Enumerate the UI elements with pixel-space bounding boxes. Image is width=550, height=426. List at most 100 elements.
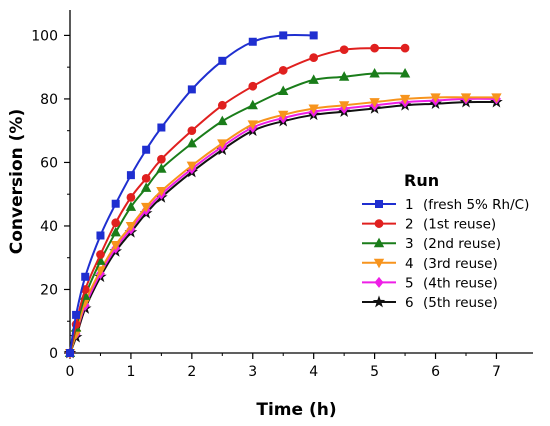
x-tick-label: 4: [309, 364, 318, 380]
legend-label: 2: [405, 217, 414, 233]
data-point: [96, 250, 105, 259]
data-point: [278, 110, 289, 121]
data-point: [247, 99, 258, 110]
series-line: [69, 46, 406, 354]
data-point: [126, 171, 135, 180]
data-point: [374, 219, 384, 228]
data-point: [247, 120, 258, 130]
x-axis-title: Time (h): [256, 400, 336, 420]
legend-item: 2 (1st reuse): [362, 217, 496, 233]
x-tick-label: 5: [370, 364, 379, 380]
data-point: [156, 163, 167, 173]
data-point: [186, 161, 198, 172]
data-point: [95, 266, 106, 276]
data-point: [217, 139, 228, 149]
y-tick-label: 0: [49, 346, 58, 362]
data-point: [309, 53, 319, 62]
legend-item: 3 (2nd reuse): [362, 236, 501, 252]
data-point: [338, 71, 350, 81]
legend-item: 5 (4th reuse): [362, 275, 498, 291]
data-point: [156, 187, 167, 197]
data-point: [400, 43, 410, 53]
legend-note: (1st reuse): [423, 217, 496, 233]
data-point: [248, 81, 258, 91]
data-point: [460, 93, 472, 103]
legend-label: 1: [405, 197, 414, 213]
data-point: [217, 100, 227, 110]
data-point: [142, 145, 151, 154]
legend-note: (3rd reuse): [423, 256, 498, 272]
data-point: [187, 126, 197, 136]
data-point: [140, 202, 152, 213]
legend-label: 3: [405, 236, 414, 252]
data-point: [309, 31, 318, 40]
data-point: [218, 56, 227, 65]
x-tick-label: 7: [492, 364, 501, 380]
series-line: [69, 72, 406, 354]
data-point: [111, 218, 121, 228]
legend-items: 1 (fresh 5% Rh/C) 2 (1st reuse) 3 (2nd reuse)…: [362, 197, 529, 311]
legend-note: (4th reuse): [423, 275, 498, 291]
legend-item: 1 (fresh 5% Rh/C): [362, 197, 529, 213]
legend-note: (2nd reuse): [423, 236, 501, 252]
data-point: [110, 241, 121, 251]
x-tick-label: 2: [187, 364, 196, 380]
series-4: [64, 93, 502, 359]
data-point: [125, 221, 137, 232]
data-point: [339, 45, 349, 55]
data-point: [81, 272, 90, 281]
legend-item: 6 (5th reuse): [362, 295, 498, 311]
data-point: [186, 137, 198, 148]
data-point: [491, 93, 502, 103]
data-point: [141, 173, 151, 183]
legend-item: 4 (3rd reuse): [362, 256, 498, 272]
data-point: [373, 237, 385, 248]
data-point: [374, 199, 383, 208]
data-point: [96, 231, 105, 240]
data-point: [157, 154, 166, 164]
data-point: [125, 201, 137, 211]
data-point: [157, 123, 166, 132]
data-point: [338, 101, 350, 111]
x-tick-label: 0: [66, 364, 75, 380]
legend-label: 5: [405, 275, 414, 291]
legend-note: (fresh 5% Rh/C): [423, 197, 529, 213]
x-tick-label: 6: [431, 364, 440, 380]
data-point: [369, 68, 380, 78]
legend-note: (5th reuse): [423, 295, 498, 311]
y-tick-label: 20: [40, 282, 58, 298]
data-point: [369, 98, 380, 108]
y-tick-label: 80: [40, 92, 58, 108]
data-point: [430, 93, 441, 103]
data-point: [72, 310, 81, 319]
data-point: [370, 43, 379, 53]
data-point: [399, 94, 411, 105]
data-point: [308, 104, 319, 114]
x-tick-label: 1: [126, 364, 135, 380]
data-point: [399, 68, 411, 78]
y-axis-title: Conversion (%): [7, 109, 27, 254]
data-point: [373, 258, 385, 269]
data-point: [278, 85, 289, 95]
legend-title: Run: [404, 171, 439, 190]
axes: 0 1 2 3 4 5 6 7 0 20 40 60 80 100: [31, 10, 533, 380]
series-line: [69, 33, 314, 354]
y-ticks: 0 20 40 60 80 100: [31, 28, 70, 362]
y-tick-label: 60: [40, 155, 58, 171]
series-1: [66, 31, 318, 357]
legend-label: 6: [405, 295, 414, 311]
data-point: [374, 276, 384, 288]
data-point: [110, 226, 121, 237]
data-point: [111, 199, 120, 208]
data-point: [187, 85, 196, 94]
legend: Run 1 (fresh 5% Rh/C) 2 (1st reuse) 3 (2nd re…: [362, 171, 529, 311]
data-point: [140, 182, 152, 192]
data-point: [372, 295, 386, 308]
data-point: [66, 348, 75, 357]
data-point: [308, 74, 319, 84]
data-point: [279, 31, 288, 40]
y-tick-label: 40: [40, 219, 58, 235]
data-point: [278, 65, 288, 75]
